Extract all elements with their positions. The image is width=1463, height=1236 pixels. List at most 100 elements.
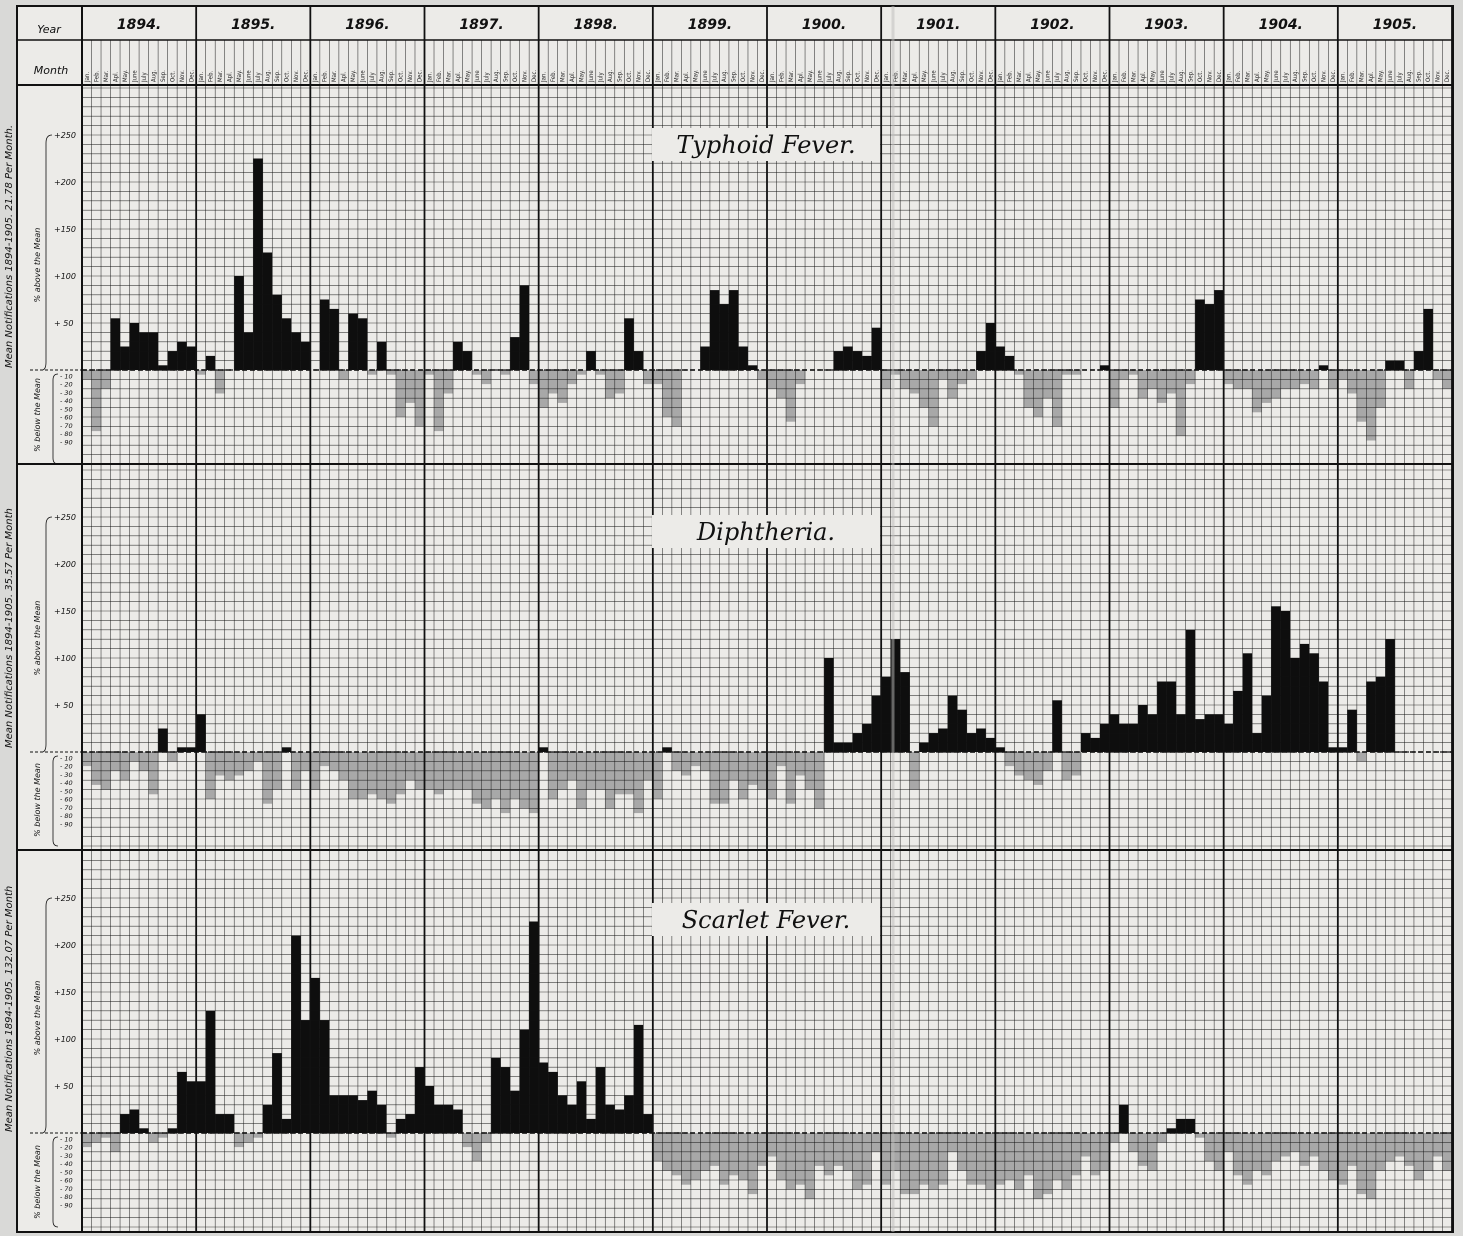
bar (1299, 1133, 1310, 1166)
month-label: Jan. (1225, 72, 1232, 83)
year-label: 1903. (1144, 17, 1188, 33)
bar (814, 1133, 825, 1166)
bar (491, 752, 501, 799)
month-label: June (816, 70, 823, 83)
month-label: Apl. (797, 71, 804, 82)
bar (1261, 1133, 1272, 1176)
bar (453, 341, 463, 370)
year-label: 1902. (1030, 17, 1074, 33)
bar (919, 1133, 929, 1185)
month-label: May. (693, 70, 700, 82)
bar (1271, 370, 1281, 399)
bar (1004, 1133, 1015, 1180)
bar (281, 1118, 292, 1133)
bar (1223, 370, 1234, 385)
month-label: May. (1149, 70, 1156, 82)
bar (1271, 606, 1281, 752)
bar (995, 747, 1005, 752)
month-label: Aug. (721, 69, 728, 82)
month-label: Oct. (969, 71, 976, 82)
year-label: 1905. (1373, 17, 1417, 33)
bar (148, 752, 159, 795)
month-label: Nov. (1206, 70, 1213, 82)
bar (614, 370, 625, 394)
bar (1252, 370, 1262, 413)
bar (938, 728, 948, 752)
bar (120, 752, 130, 781)
bar (1356, 752, 1367, 762)
month-label: Oct. (398, 71, 405, 82)
tick-label: - 70 (60, 804, 73, 812)
tick-label: +200 (54, 560, 76, 569)
month-label: Sep. (1302, 70, 1309, 82)
bar (500, 370, 511, 375)
bar (386, 1133, 396, 1138)
month-label: Mar. (1244, 70, 1251, 82)
month-label: Apl. (341, 71, 348, 82)
month-label: July (1168, 71, 1175, 83)
month-label: Nov. (293, 70, 300, 82)
tick-label: - 70 (60, 1185, 73, 1193)
tick-label: +200 (54, 941, 76, 950)
month-label: June (588, 70, 595, 83)
month-label: Mar. (1130, 70, 1137, 82)
year-label: 1899. (688, 17, 732, 33)
month-label: Dec. (188, 70, 195, 82)
bar (196, 370, 206, 375)
brace-above (41, 134, 53, 371)
month-label: Mar. (1016, 70, 1023, 82)
tick-label: + 50 (54, 319, 73, 328)
bar (595, 1067, 606, 1133)
bar (1138, 370, 1148, 399)
bar (1185, 629, 1196, 752)
bar (82, 1133, 92, 1148)
bar (1404, 1133, 1414, 1166)
bar (671, 1133, 682, 1176)
bar (395, 370, 406, 417)
month-label: Sep. (1073, 70, 1080, 82)
bar (367, 752, 377, 795)
tick-label: - 60 (60, 1177, 73, 1185)
bar (1318, 681, 1329, 752)
bar (1157, 1133, 1167, 1143)
month-label: Jan. (84, 72, 91, 83)
month-label: Apl. (455, 71, 462, 82)
month-label: Dec. (1102, 70, 1109, 82)
bar (1138, 1133, 1148, 1166)
ylabel-above-scarlet: % above the Mean (33, 981, 42, 1056)
bar (1318, 365, 1329, 370)
bar (1204, 1133, 1215, 1162)
month-label: Dec. (531, 70, 538, 82)
bar (91, 1133, 102, 1143)
bar (614, 1109, 625, 1133)
bar (786, 752, 796, 804)
bar (985, 737, 996, 752)
bar (500, 752, 511, 814)
bar (510, 1090, 520, 1133)
bar (1023, 752, 1034, 781)
bar (1242, 1133, 1253, 1185)
bar (1052, 700, 1062, 752)
month-label: June (702, 70, 709, 83)
tick-label: +150 (54, 225, 76, 234)
svg-text:Typhoid Fever.: Typhoid Fever. (676, 131, 855, 159)
bar (995, 346, 1005, 370)
bar (957, 709, 967, 752)
month-label: Feb. (322, 70, 329, 82)
bar (1337, 747, 1348, 752)
month-label: May. (122, 70, 129, 82)
bar (1071, 1133, 1081, 1176)
bar (1138, 705, 1148, 752)
bar (329, 308, 339, 370)
bar (1004, 355, 1015, 370)
bar (367, 370, 377, 375)
month-label: Dec. (417, 70, 424, 82)
bar (795, 1133, 806, 1185)
month-label: July (141, 71, 148, 83)
bar (862, 355, 872, 370)
tick-label: - 50 (60, 1168, 73, 1176)
bar (909, 370, 920, 394)
bar (319, 752, 330, 767)
tick-label: - 10 (60, 754, 73, 762)
bar (1166, 370, 1177, 394)
